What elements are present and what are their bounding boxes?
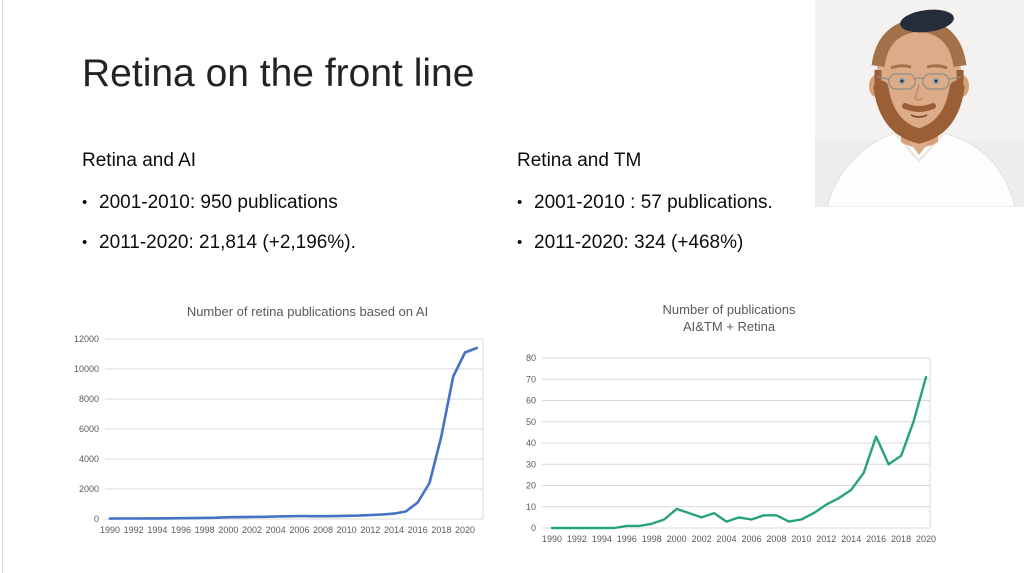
bullet-dot: • <box>82 194 88 211</box>
pupil-left <box>900 79 904 83</box>
pupil-right <box>934 79 938 83</box>
eyebrow-left <box>890 64 912 70</box>
y-tick-label: 40 <box>526 438 536 448</box>
bullet-item: • 2011-2020: 324 (+468%) <box>517 232 817 254</box>
bullet-dot: • <box>517 194 523 211</box>
y-tick-label: 10000 <box>74 364 99 374</box>
slide-title: Retina on the front line <box>82 52 475 95</box>
x-tick-label: 2018 <box>431 525 451 535</box>
x-tick-label: 2000 <box>667 534 687 544</box>
y-tick-label: 70 <box>526 374 536 384</box>
portrait-photo <box>815 0 1024 207</box>
y-tick-label: 80 <box>526 353 536 363</box>
y-tick-label: 4000 <box>79 454 99 464</box>
face <box>876 28 962 132</box>
y-tick-label: 20 <box>526 481 536 491</box>
data-line <box>550 375 928 530</box>
y-tick-label: 30 <box>526 459 536 469</box>
x-tick-label: 2016 <box>866 534 886 544</box>
nose <box>914 83 924 101</box>
eyebrow-right <box>926 64 948 70</box>
y-tick-label: 10 <box>526 502 536 512</box>
x-tick-label: 2016 <box>408 525 428 535</box>
x-tick-label: 2014 <box>841 534 861 544</box>
text-column-retina-tm: Retina and TM • 2001-2010 : 57 publicati… <box>517 150 817 272</box>
x-tick-label: 2006 <box>289 525 309 535</box>
x-tick-label: 1998 <box>195 525 215 535</box>
data-line <box>108 346 479 520</box>
y-tick-label: 12000 <box>74 334 99 344</box>
y-tick-label: 8000 <box>79 394 99 404</box>
kippah <box>900 9 954 33</box>
x-tick-label: 1992 <box>567 534 587 544</box>
y-tick-label: 0 <box>94 514 99 524</box>
bullet-text: 2001-2010 : 57 publications. <box>534 192 773 213</box>
bullet-item: • 2001-2010: 950 publications <box>82 192 502 214</box>
x-tick-label: 2004 <box>266 525 286 535</box>
x-tick-label: 2010 <box>337 525 357 535</box>
x-tick-label: 2004 <box>717 534 737 544</box>
x-tick-label: 2000 <box>218 525 238 535</box>
x-tick-label: 1998 <box>642 534 662 544</box>
y-tick-label: 2000 <box>79 484 99 494</box>
x-tick-label: 2008 <box>313 525 333 535</box>
chart-title-tm: Number of publications AI&TM + Retina <box>662 302 796 334</box>
rimless-glasses <box>876 73 962 90</box>
x-tick-label: 1992 <box>124 525 144 535</box>
x-tick-label: 2002 <box>242 525 262 535</box>
slide-left-border <box>2 0 3 573</box>
x-tick-label: 2012 <box>360 525 380 535</box>
y-tick-label: 6000 <box>79 424 99 434</box>
chart-title-ai: Number of retina publications based on A… <box>186 304 429 319</box>
x-tick-label: 2014 <box>384 525 404 535</box>
x-tick-label: 2012 <box>816 534 836 544</box>
x-tick-label: 1990 <box>100 525 120 535</box>
ai-publications-line-chart: 0 2000 4000 6000 8000 10000 12000 1990 1992 1994 1… <box>74 334 484 535</box>
x-tick-label: 1996 <box>171 525 191 535</box>
bullet-dot: • <box>517 234 523 251</box>
bullet-dot: • <box>82 234 88 251</box>
x-tick-label: 2020 <box>916 534 936 544</box>
x-tick-label: 2018 <box>891 534 911 544</box>
x-tick-label: 1990 <box>542 534 562 544</box>
x-tick-label: 1994 <box>147 525 167 535</box>
x-tick-label: 2006 <box>741 534 761 544</box>
x-tick-label: 1996 <box>617 534 637 544</box>
x-tick-label: 2020 <box>455 525 475 535</box>
bullet-text: 2011-2020: 21,814 (+2,196%). <box>99 232 356 253</box>
x-tick-label: 2008 <box>766 534 786 544</box>
x-tick-label: 2010 <box>791 534 811 544</box>
y-tick-label: 50 <box>526 417 536 427</box>
portrait-photo-image <box>815 0 1024 207</box>
aitm-publications-line-chart: 0 10 20 30 40 50 60 70 80 1990 1992 1994 1996 1998 200… <box>526 353 936 544</box>
column-heading-tm: Retina and TM <box>517 150 642 171</box>
x-tick-label: 2002 <box>692 534 712 544</box>
mouth <box>910 114 928 118</box>
bullet-text: 2011-2020: 324 (+468%) <box>534 232 744 253</box>
bullet-text: 2001-2010: 950 publications <box>99 192 338 213</box>
text-column-retina-ai: Retina and AI • 2001-2010: 950 publicati… <box>82 150 502 272</box>
y-tick-label: 0 <box>531 523 536 533</box>
bullet-item: • 2001-2010 : 57 publications. <box>517 192 817 214</box>
y-tick-label: 60 <box>526 396 536 406</box>
bullet-item: • 2011-2020: 21,814 (+2,196%). <box>82 232 502 254</box>
column-heading-ai: Retina and AI <box>82 150 197 171</box>
beard <box>873 80 965 144</box>
mustache <box>902 103 936 112</box>
x-tick-label: 1994 <box>592 534 612 544</box>
